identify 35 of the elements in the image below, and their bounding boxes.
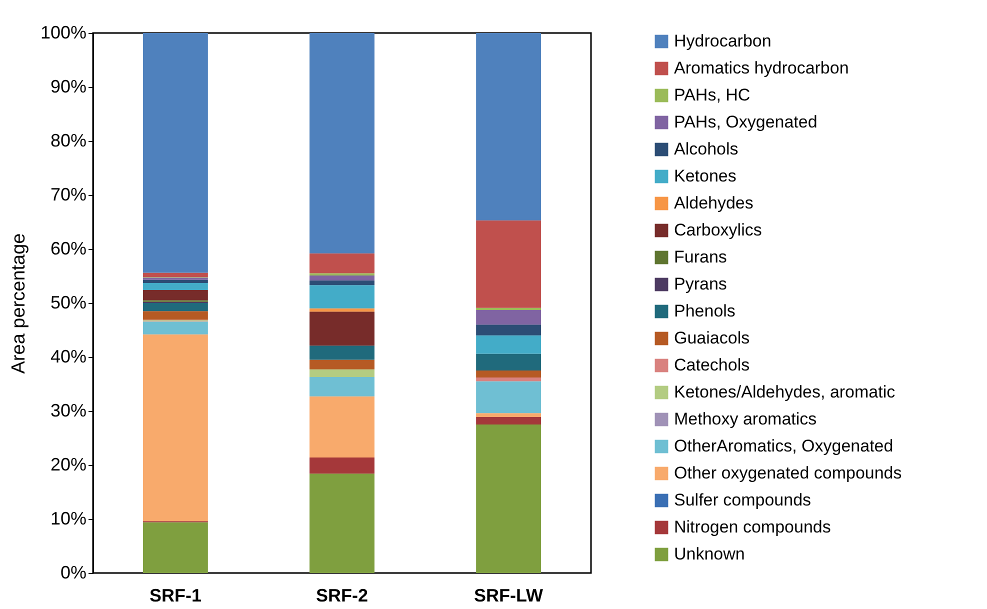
y-tick-label: 10%	[50, 508, 86, 528]
y-tick-label: 0%	[60, 562, 86, 582]
legend-label: Other oxygenated compounds	[674, 464, 902, 482]
legend-label: Catechols	[674, 356, 750, 374]
legend-label: Hydrocarbon	[674, 32, 772, 50]
legend-label: Furans	[674, 248, 727, 266]
y-axis-title: Area percentage	[8, 233, 30, 374]
legend-label: PAHs, Oxygenated	[674, 112, 818, 132]
y-tick-label: 60%	[50, 238, 86, 258]
y-tick-label: 80%	[50, 130, 86, 150]
y-tick-label: 50%	[50, 292, 86, 312]
legend-label: OtherAromatics, Oxygenated	[674, 436, 894, 456]
legend-label: Methoxy aromatics	[674, 410, 817, 428]
legend-label: Nitrogen compounds	[674, 518, 831, 536]
y-tick-label: 30%	[50, 400, 86, 420]
legend-label: Ketones	[674, 166, 736, 186]
y-tick-label: 100%	[40, 22, 86, 42]
legend-label: Unknown	[674, 544, 745, 564]
legend-label: Pyrans	[674, 274, 727, 294]
legend-label: Carboxylics	[674, 220, 762, 240]
legend-label: Aromatics hydrocarbon	[674, 58, 849, 78]
y-tick-label: 40%	[50, 346, 86, 366]
legend-label: Sulfer compounds	[674, 490, 812, 510]
x-tick-label: SRF-1	[149, 586, 202, 606]
legend-label: Phenols	[674, 302, 736, 320]
x-tick-label: SRF-LW	[474, 586, 544, 606]
legend-label: PAHs, HC	[674, 86, 750, 104]
legend-label: Guaiacols	[674, 328, 750, 348]
x-tick-label: SRF-2	[316, 586, 368, 606]
legend-label: Alcohols	[674, 140, 738, 158]
legend-label: Aldehydes	[674, 194, 754, 212]
y-tick-label: 20%	[50, 454, 86, 474]
y-tick-label: 90%	[50, 76, 86, 96]
legend-label: Ketones/Aldehydes, aromatic	[674, 382, 896, 402]
y-tick-label: 70%	[50, 184, 86, 204]
